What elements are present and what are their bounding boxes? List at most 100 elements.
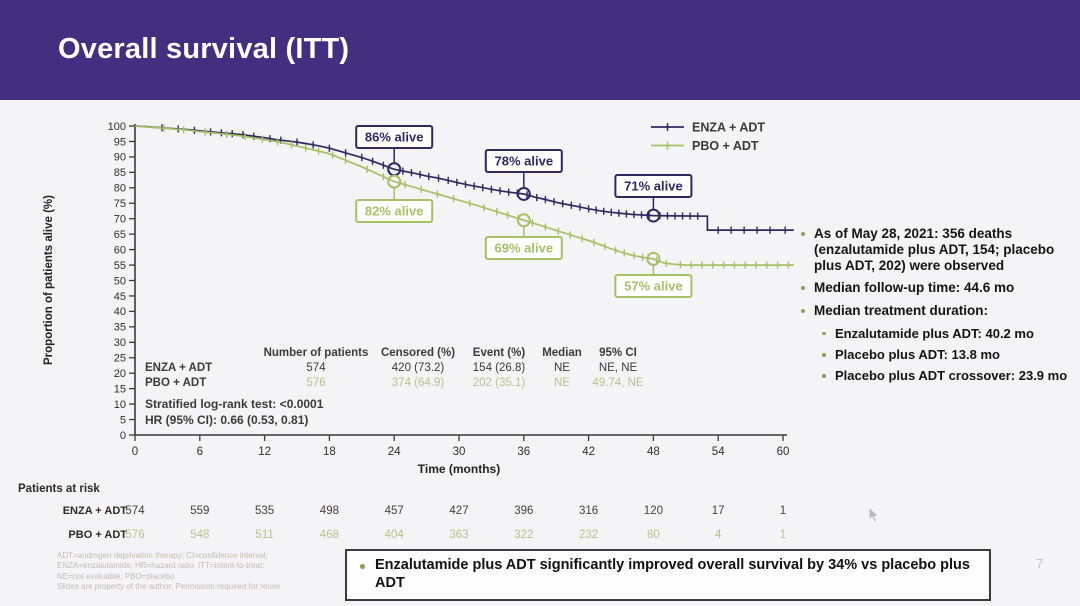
conclusion-box: Enzalutamide plus ADT significantly impr… [345,549,991,602]
logrank-test-value: Stratified log-rank test: <0.0001 [145,397,324,411]
callout-marker-circle [646,251,661,266]
bullet-text: Median follow-up time: 44.6 mo [814,280,1015,296]
percent-alive-callouts: 86% alive 78% alive 71% alive 82% alive 69% … [355,125,693,298]
callout-label: 78% alive [495,154,554,169]
x-tick-label: 24 [388,446,401,458]
conclusion-text: Enzalutamide plus ADT significantly impr… [375,557,970,592]
survival-curve-pbo-adt [134,125,794,266]
risk-count: 1 [779,529,787,541]
footnote-line: ENZA=enzalutamide; HR=hazard ratio; ITT=… [57,561,265,571]
risk-count: 80 [646,529,660,541]
x-tick-label: 0 [132,446,138,458]
callout-label: 69% alive [495,241,554,256]
stats-cell: 574 [306,362,326,374]
stats-cell: NE [554,377,570,389]
stats-cell: 202 (35.1) [472,377,526,389]
y-tick-label: 35 [114,322,126,334]
stats-col-header: 95% CI [599,347,637,359]
bullet-dot-icon [822,374,826,378]
stats-col-header: Median [542,347,582,359]
risk-row-label: PBO + ADT [68,529,127,541]
bullet-text: Placebo plus ADT: 13.8 mo [835,347,1000,363]
legend-label: ENZA + ADT [692,120,765,134]
risk-count: 363 [449,529,469,541]
stats-row-label: ENZA + ADT [145,362,213,374]
bullet-enza-duration: Enzalutamide plus ADT: 40.2 mo [821,326,1074,341]
bullet-text: Placebo plus ADT crossover: 23.9 mo [835,368,1068,384]
y-tick-label: 25 [114,353,126,365]
callout-box [355,125,434,149]
risk-count: 396 [514,505,534,517]
risk-count: 427 [449,505,469,517]
y-tick-label: 5 [120,414,126,426]
risk-row-label: ENZA + ADT [62,505,127,517]
risk-count: 457 [384,505,404,517]
key-findings-list: As of May 28, 2021: 356 deaths (enzaluta… [800,226,1074,384]
mouse-cursor-icon [868,505,880,523]
stats-cell: NE, NE [598,362,638,374]
bullet-placebo-crossover-duration: Placebo plus ADT crossover: 23.9 mo [821,368,1074,383]
stats-cell: 374 (64.9) [391,377,445,389]
stats-cell: NE [554,362,570,374]
stats-cell: 420 (73.2) [391,362,445,374]
bullet-dot-icon [822,353,826,357]
y-tick-label: 100 [108,121,126,133]
x-tick-label: 36 [517,446,530,458]
y-tick-label: 30 [114,337,126,349]
y-tick-label: 40 [114,306,126,318]
bullet-placebo-duration: Placebo plus ADT: 13.8 mo [821,347,1074,362]
callout-marker-circle [516,186,531,201]
stats-row-label: PBO + ADT [145,377,207,389]
y-tick-label: 0 [120,430,126,442]
stats-cell: 49.74, NE [592,377,644,389]
x-tick-label: 12 [258,446,271,458]
y-tick-label: 80 [114,183,126,195]
risk-count: 511 [255,529,274,541]
x-tick-label: 60 [777,446,790,458]
bullet-median-followup: Median follow-up time: 44.6 mo [800,280,1074,296]
patients-at-risk-heading: Patients at risk [18,483,100,495]
bullet-dot-icon [801,232,805,236]
chart-axes: 0510152025303540455055606570758085909510… [43,121,789,476]
x-tick-label: 30 [453,446,466,458]
bullet-text: Median treatment duration: [814,303,989,319]
risk-count: 316 [579,505,599,517]
risk-count: 404 [384,529,404,541]
chart-legend: ENZA + ADT PBO + ADT [651,120,765,153]
callout-label: 86% alive [365,130,424,145]
y-tick-label: 15 [114,383,126,395]
x-tick-label: 42 [582,446,595,458]
callout-marker-circle [516,213,531,228]
risk-count: 574 [125,505,145,517]
bullet-dot-icon [360,564,365,569]
y-tick-label: 10 [114,399,126,411]
bullet-dot-icon [801,309,805,314]
callout-box [355,199,434,223]
legend-label: PBO + ADT [692,139,759,153]
callout-box [614,274,693,298]
y-tick-label: 65 [114,229,126,241]
callout-label: 57% alive [624,279,683,294]
stats-cell: 576 [306,377,326,389]
y-tick-label: 50 [114,275,126,287]
bullet-median-treatment-duration: Median treatment duration: [800,303,1074,319]
footnote-line: NE=not evaluable; PBO=placebo [57,571,175,581]
x-axis-title: Time (months) [418,462,500,476]
stats-col-header: Number of patients [263,347,369,359]
stats-col-header: Event (%) [472,347,526,359]
risk-count: 1 [779,505,787,517]
footnote-line: ADT=androgen deprivation therapy; CI=con… [57,551,268,560]
y-tick-label: 60 [114,244,126,256]
callout-marker-circle [646,208,661,223]
stats-col-header: Censored (%) [380,347,456,359]
abbreviations-footnote: ADT=androgen deprivation therapy; CI=con… [57,551,280,593]
callout-marker-circle [387,174,402,189]
callout-box [484,149,563,173]
stats-cell: 154 (26.8) [472,362,526,374]
footnote-line: Slides are property of the author. Permi… [57,582,281,592]
page-number: 7 [1036,556,1044,571]
risk-count: 468 [319,529,339,541]
